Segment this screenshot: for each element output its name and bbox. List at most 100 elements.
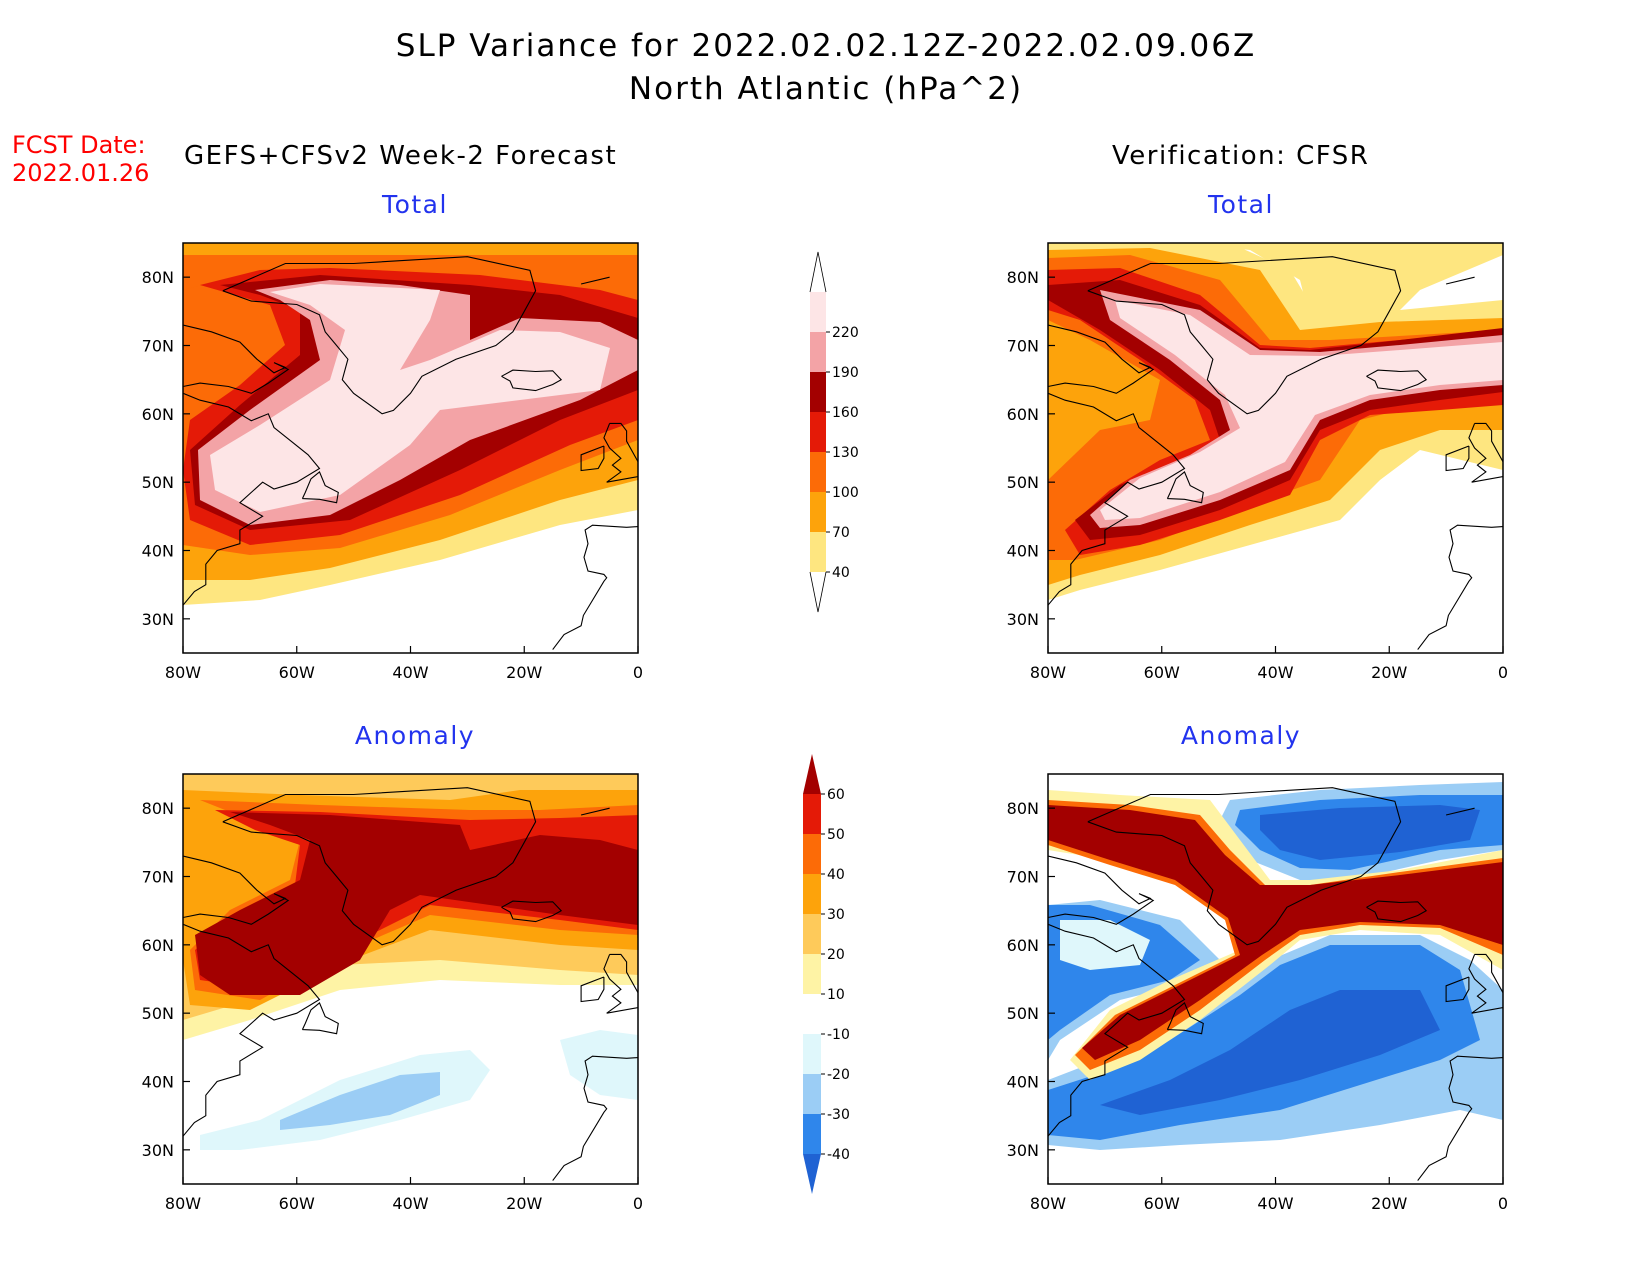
coastlines-forecast-anomaly — [183, 787, 638, 1181]
lat-tick-label: 30N — [1007, 1141, 1039, 1160]
lon-tick-label: 20W — [1371, 663, 1407, 682]
lat-tick-label: 40N — [1007, 542, 1039, 561]
lon-tick-label: 80W — [165, 1194, 201, 1213]
coastline-segment — [1417, 1055, 1503, 1181]
lat-tick-label: 80N — [142, 799, 174, 818]
colorbar-bottom-extension — [809, 571, 827, 613]
coastline-segment — [1048, 855, 1155, 925]
coastline-segment — [1417, 524, 1503, 650]
lat-tick-label: 70N — [142, 868, 174, 887]
colorbar-segment — [803, 1114, 821, 1154]
coastline-segment — [1087, 787, 1402, 946]
coastline-segment — [1445, 276, 1475, 285]
lon-tick-label: 60W — [1144, 663, 1180, 682]
lat-tick-label: 40N — [142, 542, 174, 561]
lat-tick-label: 70N — [142, 337, 174, 356]
colorbar-segment — [803, 914, 821, 954]
lon-tick-label: 60W — [1144, 1194, 1180, 1213]
main-title-line2: North Atlantic (hPa^2) — [628, 71, 1024, 107]
coastline-segment — [501, 900, 563, 923]
lon-tick-label: 40W — [1257, 663, 1293, 682]
map-verification-anomaly — [1048, 774, 1503, 1184]
coastline-segment — [580, 807, 610, 816]
colorbar-label: 190 — [832, 365, 859, 381]
lon-tick-label: 20W — [506, 1194, 542, 1213]
coastline-segment — [1048, 324, 1155, 394]
colorbar-anomaly: -40 -30 -20 -10 10 20 30 40 50 60 — [803, 754, 850, 1194]
coastline-segment — [580, 276, 610, 285]
coastline-segment — [1468, 422, 1503, 483]
axis-ticks: 80N 70N 60N 50N 40N 30N 80W 60W 40W 20W 0 80N 70N 60N… — [142, 268, 1508, 1213]
colorbar-segment — [810, 292, 826, 332]
coastline-segment — [222, 256, 537, 415]
lon-tick-label: 0 — [633, 663, 643, 682]
colorbar-label: 160 — [832, 405, 859, 421]
colorbar-total: 40 70 100 130 160 190 220 — [809, 251, 859, 613]
coastline-segment — [183, 855, 290, 925]
colorbar-label: 50 — [827, 827, 845, 843]
coastline-segment — [1166, 471, 1204, 504]
colorbar-label: -40 — [827, 1147, 850, 1163]
coastline-segment — [183, 324, 290, 394]
lon-tick-label: 80W — [1030, 663, 1066, 682]
colorbar-label: -10 — [827, 1027, 850, 1043]
lon-tick-label: 0 — [1498, 1194, 1508, 1213]
forecast-column-label: GEFS+CFSv2 Week-2 Forecast — [184, 141, 618, 171]
lat-tick-label: 30N — [1007, 610, 1039, 629]
lon-tick-label: 20W — [1371, 1194, 1407, 1213]
lat-tick-label: 30N — [142, 1141, 174, 1160]
fcst-date-value: 2022.01.26 — [12, 159, 150, 187]
lat-tick-label: 70N — [1007, 337, 1039, 356]
colorbar-label: 60 — [827, 787, 845, 803]
colorbar-segment — [803, 794, 821, 834]
coastline-segment — [222, 787, 537, 946]
coastline-segment — [552, 1055, 638, 1181]
coastline-segment — [1087, 256, 1402, 415]
lon-tick-label: 80W — [1030, 1194, 1066, 1213]
map-forecast-total — [183, 243, 638, 653]
lat-tick-label: 50N — [142, 473, 174, 492]
colorbar-label: -20 — [827, 1067, 850, 1083]
coastline-segment — [183, 392, 321, 606]
coastlines-verification-total — [1048, 256, 1503, 650]
coastline-segment — [1366, 369, 1428, 392]
lat-tick-label: 70N — [1007, 868, 1039, 887]
coastline-segment — [603, 953, 638, 1014]
coastline-segment — [501, 369, 563, 392]
colorbar-label: 10 — [827, 987, 845, 1003]
colorbar-label: -30 — [827, 1107, 850, 1123]
panel-title-forecast-total: Total — [382, 190, 448, 219]
colorbar-top-extension — [809, 251, 827, 293]
panel-title-verification-total: Total — [1208, 190, 1274, 219]
map-forecast-anomaly — [183, 774, 638, 1184]
colorbar-segment — [803, 954, 821, 994]
coastline-segment — [1366, 900, 1428, 923]
main-title-line1: SLP Variance for 2022.02.02.12Z-2022.02.… — [395, 28, 1257, 64]
lon-tick-label: 60W — [279, 663, 315, 682]
verification-column-label: Verification: CFSR — [1112, 141, 1370, 171]
coastline-segment — [1048, 923, 1186, 1137]
lon-tick-label: 60W — [279, 1194, 315, 1213]
colorbar-label: 20 — [827, 947, 845, 963]
map-verification-total — [1048, 243, 1503, 653]
coastlines-forecast-total — [183, 256, 638, 650]
coastline-segment — [301, 471, 339, 504]
fcst-date-label: FCST Date: — [12, 131, 146, 159]
coastline-segment — [1445, 807, 1475, 816]
coastline-segment — [603, 422, 638, 483]
lat-tick-label: 80N — [1007, 268, 1039, 287]
lat-tick-label: 50N — [1007, 473, 1039, 492]
colorbar-label: 100 — [832, 485, 859, 501]
colorbar-segment — [810, 452, 826, 492]
lon-tick-label: 40W — [392, 1194, 428, 1213]
coastline-segment — [1445, 976, 1470, 1003]
colorbar-segment — [810, 412, 826, 452]
lat-tick-label: 50N — [142, 1004, 174, 1023]
colorbar-segment — [803, 834, 821, 874]
lon-tick-label: 80W — [165, 663, 201, 682]
colorbar-label: 220 — [832, 325, 859, 341]
lon-tick-label: 40W — [392, 663, 428, 682]
colorbar-segment — [803, 1034, 821, 1074]
lat-tick-label: 60N — [1007, 405, 1039, 424]
